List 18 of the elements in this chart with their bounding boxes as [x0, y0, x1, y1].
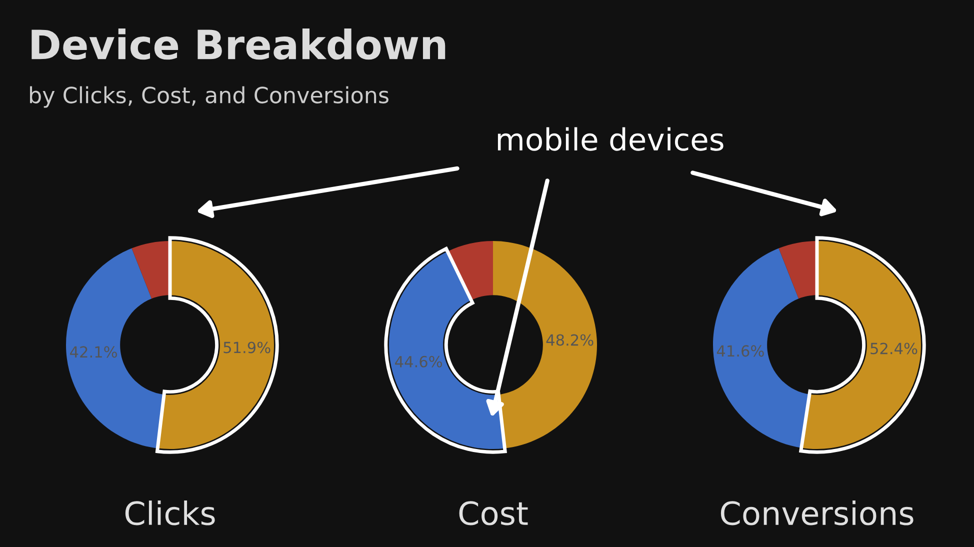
- text: Cost: [459, 501, 528, 526]
- data-label: 48.2%: [546, 334, 594, 346]
- text: mobile devices: [498, 127, 724, 151]
- donut-slice: [448, 241, 493, 300]
- donut-slice: [713, 248, 810, 448]
- text: Clicks: [125, 500, 215, 526]
- donut-slice: [778, 241, 817, 299]
- data-label: 51.9%: [224, 342, 270, 354]
- donut-slice: [132, 241, 170, 299]
- text: by Clicks, Cost, and Conversions: [30, 86, 388, 108]
- text: Conversions: [720, 500, 914, 526]
- text: Device Breakdown: [32, 28, 446, 60]
- data-label: 44.6%: [395, 356, 442, 368]
- data-label: 41.6%: [716, 345, 764, 357]
- data-label: 52.4%: [870, 342, 918, 354]
- data-label: 42.1%: [70, 346, 117, 358]
- donut-slice: [493, 241, 597, 448]
- donut-slice: [66, 248, 164, 448]
